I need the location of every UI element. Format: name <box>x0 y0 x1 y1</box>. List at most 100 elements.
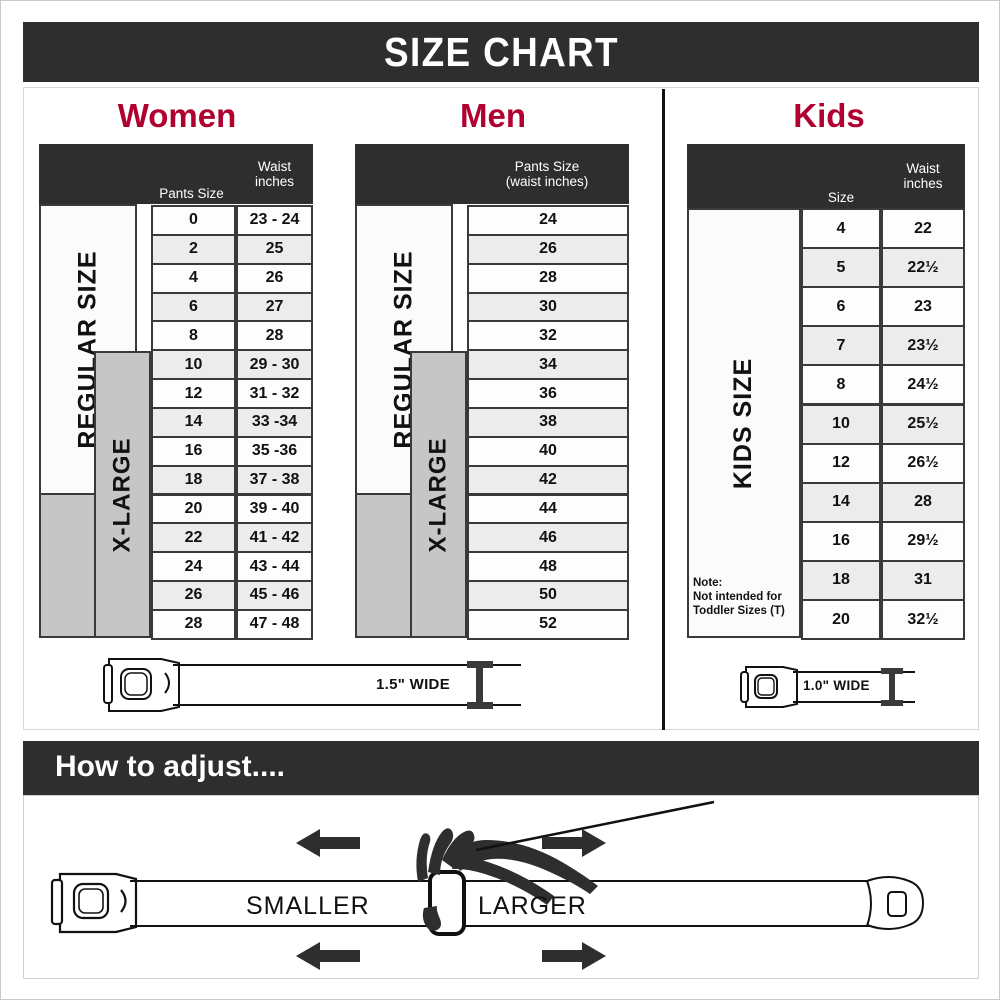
kids-row-cell-waist: 25½ <box>881 403 965 445</box>
men-col-header-pants-size: Pants Size (waist inches) <box>465 144 629 204</box>
how-to-adjust-bar: How to adjust.... <box>23 741 979 795</box>
kids-size-block: KIDS SIZE <box>687 208 801 638</box>
women-row-cell-size: 22 <box>151 522 236 554</box>
how-to-adjust-panel: SMALLER LARGER <box>23 795 979 979</box>
how-to-adjust-title: How to adjust.... <box>55 750 285 783</box>
section-heading-kids: Kids <box>793 97 865 134</box>
kids-row-cell-waist: 23 <box>881 286 965 328</box>
kids-row-cell-waist: 23½ <box>881 325 965 367</box>
women-xlarge-label: X-LARGE <box>108 437 136 552</box>
kids-row-cell-size: 10 <box>801 403 881 445</box>
kids-col-header-size: Size <box>827 190 855 205</box>
men-row-cell-size: 34 <box>467 349 629 381</box>
men-row-cell-size: 30 <box>467 291 629 323</box>
women-col-header-waist: Waist inches <box>236 144 313 204</box>
women-row-cell-size: 12 <box>151 378 236 409</box>
kids-col-header-waist: Waist inches <box>881 144 965 208</box>
women-row-cell-size: 16 <box>151 435 236 467</box>
women-table-header <box>39 144 313 204</box>
women-col-header-pants-size: Pants Size <box>159 186 224 201</box>
hand-icon <box>416 828 598 931</box>
women-row-cell-waist: 41 - 42 <box>236 522 313 554</box>
page-title: SIZE CHART <box>383 28 619 75</box>
men-row-cell-size: 50 <box>467 580 629 611</box>
kids-row-cell-waist: 22 <box>881 208 965 250</box>
kids-col-header-waist-line1: Waist <box>906 161 940 176</box>
men-row-cell-size: 26 <box>467 233 629 265</box>
men-col-header-line2: (waist inches) <box>505 174 589 189</box>
women-col-header-waist-line2: inches <box>254 174 295 189</box>
women-row-cell-size: 20 <box>151 493 236 525</box>
women-row-cell-size: 18 <box>151 464 236 496</box>
women-row-cell-waist: 43 - 44 <box>236 551 313 583</box>
belt-diagram-wide: 1.5" WIDE <box>101 651 531 721</box>
section-heading-men: Men <box>460 97 526 134</box>
women-row-cell-waist: 47 - 48 <box>236 608 313 640</box>
kids-row-cell-size: 20 <box>801 599 881 641</box>
men-row-cell-size: 32 <box>467 320 629 352</box>
kids-row-cell-waist: 29½ <box>881 520 965 562</box>
arrow-right-bottom-icon <box>542 942 606 970</box>
women-row-cell-waist: 28 <box>236 320 313 352</box>
kids-row-cell-waist: 26½ <box>881 442 965 484</box>
women-row-cell-waist: 29 - 30 <box>236 349 313 381</box>
adjust-label-smaller: SMALLER <box>246 892 370 920</box>
kids-row-cell-size: 16 <box>801 520 881 562</box>
women-row-cell-waist: 35 -36 <box>236 435 313 467</box>
kids-col-header-waist-line2: inches <box>903 176 943 191</box>
adjust-diagram-svg <box>50 800 925 970</box>
women-col-header-waist-line1: Waist <box>257 159 292 174</box>
kids-table-header <box>687 144 965 208</box>
men-row-cell-size: 28 <box>467 262 629 294</box>
men-xlarge-label: X-LARGE <box>424 437 452 552</box>
belt-svg-narrow <box>740 666 915 708</box>
arrow-left-bottom-icon <box>296 942 360 970</box>
kids-size-label: KIDS SIZE <box>729 357 758 489</box>
women-row-cell-size: 8 <box>151 320 236 352</box>
men-row-cell-size: 36 <box>467 378 629 409</box>
kids-row-cell-size: 8 <box>801 364 881 406</box>
kids-row-cell-size: 14 <box>801 481 881 523</box>
women-row-cell-size: 14 <box>151 406 236 438</box>
kids-note-line2: Not intended for <box>693 591 782 603</box>
women-row-cell-waist: 25 <box>236 233 313 265</box>
belt-width-label-narrow: 1.0" WIDE <box>803 678 870 693</box>
women-row-cell-size: 10 <box>151 349 236 381</box>
kids-row-cell-size: 18 <box>801 559 881 601</box>
kids-row-cell-size: 5 <box>801 247 881 289</box>
kids-row-cell-waist: 24½ <box>881 364 965 406</box>
women-row-cell-waist: 31 - 32 <box>236 378 313 409</box>
section-heading-women: Women <box>117 97 237 134</box>
adjust-buckle-icon <box>50 872 138 934</box>
men-row-cell-size: 24 <box>467 205 629 236</box>
page-title-bar: SIZE CHART <box>23 22 979 82</box>
men-row-cell-size: 38 <box>467 406 629 438</box>
men-table-header <box>355 144 629 204</box>
men-row-cell-size: 42 <box>467 464 629 496</box>
kids-row-cell-size: 6 <box>801 286 881 328</box>
women-row-cell-size: 6 <box>151 291 236 323</box>
men-col-header-line1: Pants Size <box>514 159 580 174</box>
women-row-cell-size: 2 <box>151 233 236 265</box>
women-xlarge-label-box: X-LARGE <box>94 351 151 638</box>
kids-row-cell-size: 7 <box>801 325 881 367</box>
women-row-cell-waist: 37 - 38 <box>236 464 313 496</box>
men-row-cell-size: 44 <box>467 493 629 525</box>
men-row-cell-size: 46 <box>467 522 629 554</box>
kids-row-cell-size: 4 <box>801 208 881 250</box>
kids-row-cell-waist: 31 <box>881 559 965 601</box>
kids-note-line1: Note: <box>693 577 723 589</box>
women-row-cell-size: 28 <box>151 608 236 640</box>
men-row-cell-size: 48 <box>467 551 629 583</box>
kids-row-cell-waist: 28 <box>881 481 965 523</box>
belt-diagram-narrow: 1.0" WIDE <box>739 661 919 713</box>
women-row-cell-waist: 23 - 24 <box>236 205 313 236</box>
women-row-cell-waist: 39 - 40 <box>236 493 313 525</box>
arrow-left-top-icon <box>296 829 360 857</box>
men-xlarge-label-box: X-LARGE <box>410 351 467 638</box>
belt-width-label-wide: 1.5" WIDE <box>376 676 450 693</box>
women-row-cell-waist: 26 <box>236 262 313 294</box>
men-row-cell-size: 52 <box>467 608 629 640</box>
panel-vertical-divider <box>662 89 665 730</box>
